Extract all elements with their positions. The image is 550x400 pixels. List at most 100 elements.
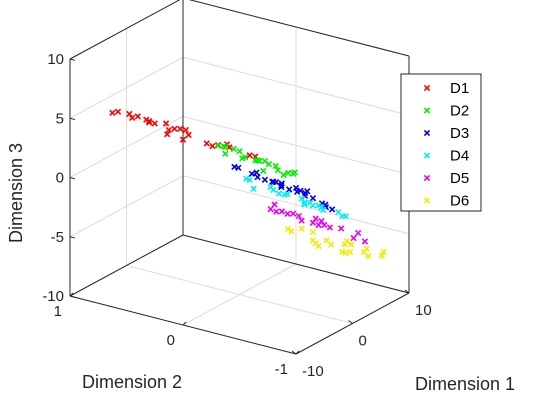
data-points [109, 108, 387, 260]
data-point [278, 182, 285, 189]
data-point [248, 170, 256, 177]
data-point [335, 209, 342, 216]
data-point [235, 164, 242, 172]
axes-box-edge [69, 234, 184, 297]
data-point [284, 210, 291, 217]
legend-label: D6 [450, 193, 469, 210]
legend-box [400, 73, 482, 212]
z-tick-label: 5 [56, 110, 64, 127]
data-point [241, 154, 249, 161]
data-point [246, 152, 253, 159]
data-point [267, 184, 274, 191]
data-point [298, 195, 305, 202]
legend-label: D5 [450, 170, 469, 187]
data-point [309, 237, 317, 244]
legend-item-D4: D4 [423, 148, 469, 165]
data-point [323, 237, 330, 244]
y-tick-mark [295, 350, 300, 355]
data-point [315, 202, 322, 209]
legend-label: D3 [450, 125, 469, 142]
x-axis-label: Dimension 1 [415, 374, 515, 394]
data-point [309, 219, 317, 226]
series-D5 [267, 201, 369, 245]
legend-items: D1 D2 D3 D4 D5 D6 [423, 80, 469, 210]
data-point [267, 206, 274, 213]
z-tick-label: 0 [56, 170, 64, 187]
x-tick-mark [291, 350, 297, 355]
data-point [261, 176, 269, 183]
legend-item-D1: D1 [423, 80, 469, 97]
data-point [273, 208, 280, 215]
back-wall-gridline [69, 56, 184, 119]
data-point [177, 125, 184, 133]
data-point [378, 252, 386, 260]
data-point [151, 120, 158, 127]
side-wall-gridline [182, 56, 410, 116]
legend-label: D4 [450, 148, 469, 165]
back-wall-gridline [69, 116, 184, 178]
data-point [290, 210, 297, 217]
data-point [286, 186, 293, 193]
legend-item-D2: D2 [423, 103, 469, 120]
data-point [162, 120, 170, 127]
z-axis-label: Dimension 3 [6, 143, 26, 243]
data-point [342, 249, 349, 257]
data-point [326, 224, 334, 231]
data-point [236, 148, 243, 155]
data-point [301, 201, 308, 208]
legend-label: D2 [450, 103, 469, 120]
series-D1 [109, 108, 259, 160]
data-point [380, 248, 387, 256]
data-point [363, 245, 370, 252]
x-tick-label: 0 [359, 333, 367, 350]
axes-box-edge [69, 0, 181, 60]
data-point [109, 109, 116, 117]
data-point [306, 199, 314, 206]
data-point [274, 166, 282, 174]
data-point [298, 225, 305, 232]
grid-layer [69, 0, 410, 355]
y-tick-mark [69, 292, 74, 297]
data-point [126, 110, 133, 118]
z-tick-label: 10 [47, 51, 64, 68]
y-tick-mark [182, 321, 187, 326]
axes-box [69, 0, 410, 355]
data-point [280, 171, 287, 179]
series-D4 [243, 175, 349, 220]
data-point [365, 253, 372, 260]
data-point [260, 167, 267, 175]
legend-item-D6: D6 [423, 193, 469, 210]
series-D2 [214, 142, 299, 179]
data-point [278, 208, 286, 215]
data-point [222, 150, 229, 157]
data-point [253, 169, 260, 176]
data-point [252, 156, 259, 164]
x-tick-label: -10 [302, 363, 324, 380]
data-point [134, 113, 141, 120]
data-point [284, 190, 291, 198]
y-axis-label: Dimension 2 [82, 372, 182, 392]
data-point [220, 142, 227, 150]
data-point [295, 212, 302, 220]
data-point [269, 178, 276, 185]
data-point [243, 175, 250, 182]
side-wall-gridline [182, 175, 410, 235]
data-point [203, 140, 210, 147]
data-point [318, 217, 325, 225]
data-point [179, 136, 187, 143]
z-tick-mark [69, 177, 76, 180]
axes-box-edge [182, 234, 410, 294]
legend: D1 D2 D3 D4 D5 D6 [400, 73, 482, 212]
data-point [312, 215, 319, 222]
z-tick-label: -10 [42, 288, 64, 305]
data-point [114, 108, 122, 115]
y-tick-label: -1 [275, 361, 288, 378]
axes-box-edge [188, 0, 410, 57]
data-point [290, 170, 297, 177]
legend-item-D5: D5 [423, 170, 469, 187]
z-tick-mark [69, 117, 76, 121]
data-point [165, 126, 173, 134]
data-point [246, 176, 253, 184]
